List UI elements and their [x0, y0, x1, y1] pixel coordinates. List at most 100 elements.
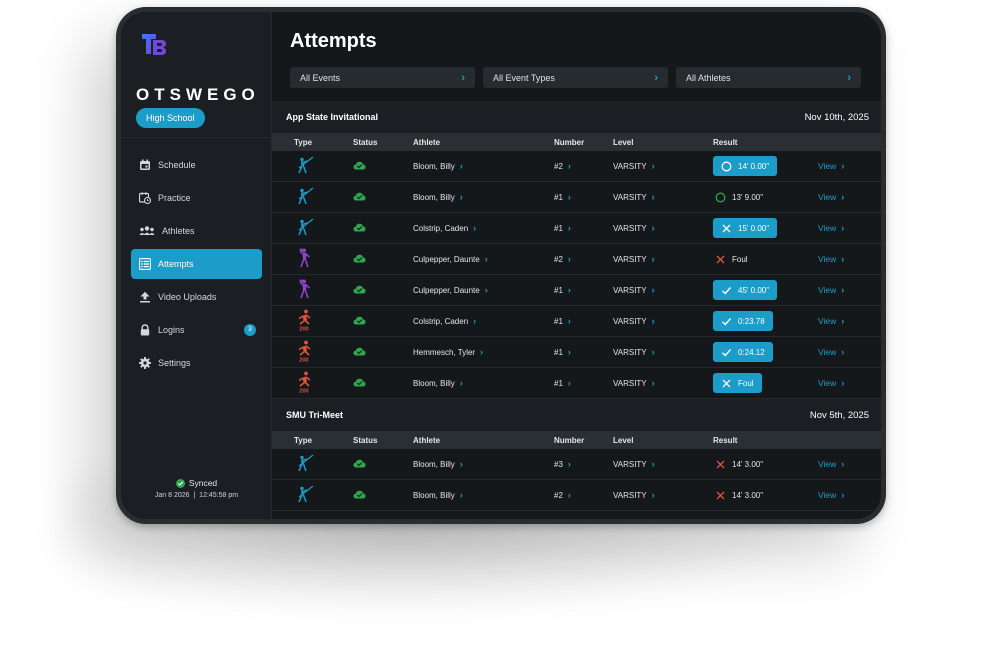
- result-badge[interactable]: Foul: [713, 249, 750, 269]
- level-link[interactable]: VARSITY ›: [613, 459, 655, 469]
- view-link[interactable]: View ›: [818, 223, 844, 233]
- attempt-number-link[interactable]: #1 ›: [554, 223, 571, 233]
- attempt-number: #1: [554, 379, 563, 388]
- sidebar-item-video-uploads[interactable]: Video Uploads: [131, 282, 262, 312]
- attempt-number-link[interactable]: #2 ›: [554, 254, 571, 264]
- result-badge[interactable]: 14' 3.00": [713, 454, 765, 474]
- athlete-link[interactable]: Bloom, Billy ›: [413, 378, 463, 388]
- level-link[interactable]: VARSITY ›: [613, 254, 655, 264]
- view-link[interactable]: View ›: [818, 161, 844, 171]
- attempt-number-link[interactable]: #3 ›: [554, 459, 571, 469]
- sidebar-item-logins[interactable]: Logins 3: [131, 315, 262, 345]
- shot-put-icon: [292, 248, 316, 270]
- check-circle-icon: [175, 478, 185, 488]
- page-title: Attempts: [290, 30, 377, 52]
- chevron-right-icon: ›: [841, 347, 845, 357]
- level-link[interactable]: VARSITY ›: [613, 490, 655, 500]
- athletes-filter[interactable]: All Athletes ›: [676, 67, 861, 88]
- athlete-link[interactable]: Bloom, Billy ›: [413, 192, 463, 202]
- athlete-name: Bloom, Billy: [413, 491, 455, 500]
- attempt-number: #1: [554, 348, 563, 357]
- level-value: VARSITY: [613, 460, 647, 469]
- view-link[interactable]: View ›: [818, 490, 844, 500]
- attempt-number-link[interactable]: #2 ›: [554, 490, 571, 500]
- sidebar-item-attempts[interactable]: Attempts: [131, 249, 262, 279]
- filter-label: All Events: [300, 72, 341, 83]
- level-link[interactable]: VARSITY ›: [613, 347, 655, 357]
- athlete-link[interactable]: Hemmesch, Tyler ›: [413, 347, 483, 357]
- event-name: SMU Tri-Meet: [286, 410, 344, 420]
- sidebar-item-athletes[interactable]: Athletes: [131, 216, 262, 246]
- column-header-athlete: Athlete: [413, 435, 441, 445]
- chevron-right-icon: ›: [651, 285, 655, 295]
- attempt-number-link[interactable]: #2 ›: [554, 161, 571, 171]
- athlete-name: Culpepper, Daunte: [413, 255, 480, 264]
- result-badge[interactable]: 0:24.12: [713, 342, 773, 362]
- chevron-right-icon: ›: [841, 316, 845, 326]
- chevron-right-icon: ›: [459, 192, 463, 202]
- attempt-number-link[interactable]: #1 ›: [554, 347, 571, 357]
- cloud-check-icon: [353, 192, 366, 203]
- view-link[interactable]: View ›: [818, 192, 844, 202]
- level-value: VARSITY: [613, 286, 647, 295]
- cloud-check-icon: [353, 347, 366, 358]
- svg-text:200: 200: [299, 327, 308, 332]
- athlete-link[interactable]: Culpepper, Daunte ›: [413, 254, 488, 264]
- result-value: 45' 0.00": [738, 285, 770, 295]
- athlete-link[interactable]: Bloom, Billy ›: [413, 161, 463, 171]
- event-types-filter[interactable]: All Event Types ›: [483, 67, 668, 88]
- gear-icon: [139, 357, 151, 369]
- result-badge[interactable]: 13' 9.00": [713, 187, 765, 207]
- chevron-right-icon: ›: [461, 71, 465, 84]
- chevron-right-icon: ›: [480, 347, 484, 357]
- svg-text:200: 200: [299, 389, 308, 394]
- chevron-right-icon: ›: [567, 378, 571, 388]
- cloud-check-icon: [353, 316, 366, 327]
- athlete-link[interactable]: Bloom, Billy ›: [413, 459, 463, 469]
- sidebar-item-settings[interactable]: Settings: [131, 348, 262, 378]
- javelin-icon: [292, 485, 316, 505]
- attempt-number-link[interactable]: #1 ›: [554, 378, 571, 388]
- attempt-number-link[interactable]: #1 ›: [554, 285, 571, 295]
- events-filter[interactable]: All Events ›: [290, 67, 475, 88]
- athlete-link[interactable]: Colstrip, Caden ›: [413, 316, 476, 326]
- main-content: Attempts All Events › All Event Types › …: [272, 12, 881, 519]
- event-name: App State Invitational: [286, 112, 379, 122]
- athlete-link[interactable]: Bloom, Billy ›: [413, 490, 463, 500]
- athlete-link[interactable]: Colstrip, Caden ›: [413, 223, 476, 233]
- chevron-right-icon: ›: [484, 285, 488, 295]
- level-link[interactable]: VARSITY ›: [613, 285, 655, 295]
- result-badge[interactable]: 14' 0.00": [713, 156, 778, 176]
- view-label: View: [818, 347, 837, 357]
- attempt-number-link[interactable]: #1 ›: [554, 316, 571, 326]
- attempt-number-link[interactable]: #1 ›: [554, 192, 571, 202]
- view-link[interactable]: View ›: [818, 285, 844, 295]
- chevron-right-icon: ›: [651, 254, 655, 264]
- school-type-badge[interactable]: High School: [136, 108, 205, 128]
- view-link[interactable]: View ›: [818, 316, 844, 326]
- level-link[interactable]: VARSITY ›: [613, 223, 655, 233]
- view-link[interactable]: View ›: [818, 254, 844, 264]
- view-link[interactable]: View ›: [818, 459, 844, 469]
- result-badge[interactable]: 15' 0.00": [713, 218, 778, 238]
- view-link[interactable]: View ›: [818, 347, 844, 357]
- filter-label: All Athletes: [686, 72, 731, 83]
- level-link[interactable]: VARSITY ›: [613, 378, 655, 388]
- sprint-200-icon: 200: [292, 371, 316, 395]
- table-row: Bloom, Billy › #1 › VARSITY › 13' 9.00" View ›: [272, 182, 881, 213]
- level-link[interactable]: VARSITY ›: [613, 192, 655, 202]
- view-link[interactable]: View ›: [818, 378, 844, 388]
- result-badge[interactable]: 0:23.78: [713, 311, 773, 331]
- result-badge[interactable]: 45' 0.00": [713, 280, 778, 300]
- level-link[interactable]: VARSITY ›: [613, 316, 655, 326]
- chevron-right-icon: ›: [651, 223, 655, 233]
- result-badge[interactable]: Foul: [713, 373, 762, 393]
- level-link[interactable]: VARSITY ›: [613, 161, 655, 171]
- column-header-result: Result: [713, 137, 738, 147]
- result-cell: 0:23.78: [713, 311, 773, 331]
- result-badge[interactable]: 14' 3.00": [713, 485, 765, 505]
- athlete-link[interactable]: Culpepper, Daunte ›: [413, 285, 488, 295]
- chevron-right-icon: ›: [651, 378, 655, 388]
- sidebar-item-practice[interactable]: Practice: [131, 183, 262, 213]
- sidebar-item-schedule[interactable]: Schedule: [131, 150, 262, 180]
